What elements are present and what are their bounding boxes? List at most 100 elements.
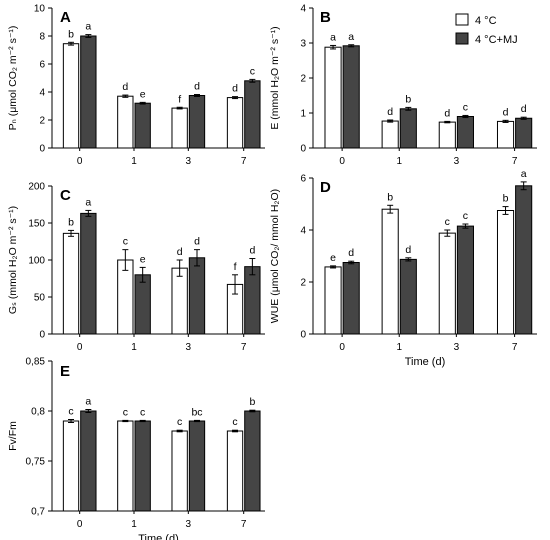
x-tick-label: 3 <box>186 519 192 530</box>
bar-4c-mj-day-7 <box>515 185 533 335</box>
y-tick-label: 50 <box>34 293 46 304</box>
bar-4c-day-0 <box>324 266 342 335</box>
significance-letter: c <box>463 210 468 222</box>
y-tick-label: 0,7 <box>31 507 45 518</box>
panel-letter: C <box>60 187 71 204</box>
significance-letter: d <box>348 247 354 259</box>
significance-letter: a <box>85 21 91 33</box>
y-tick-label: 100 <box>28 256 45 267</box>
x-tick-label: 0 <box>77 342 83 353</box>
significance-letter: c <box>123 236 128 248</box>
bar-4c-day-0 <box>62 420 80 512</box>
x-tick-label: 3 <box>454 156 460 167</box>
bar-4c-mj-day-0 <box>80 212 97 335</box>
y-axis-label: Pₙ (μmol CO₂ m⁻² s⁻¹) <box>7 26 19 131</box>
significance-letter: d <box>177 246 183 258</box>
significance-letter: d <box>249 245 255 257</box>
bar-4c-day-1 <box>117 420 134 512</box>
panel-letter: E <box>60 363 70 380</box>
bar-4c-mj-day-3 <box>188 420 206 512</box>
x-tick-label: 1 <box>131 156 137 167</box>
significance-letter: c <box>123 406 128 418</box>
significance-letter: c <box>463 101 468 113</box>
legend-label-4c-mj: 4 °C+MJ <box>475 34 518 46</box>
x-tick-label: 0 <box>339 156 345 167</box>
significance-letter: e <box>330 252 336 264</box>
legend: 4 °C 4 °C+MJ <box>455 13 518 46</box>
significance-letter: c <box>232 416 237 428</box>
panel-letter: D <box>320 179 331 196</box>
significance-letter: a <box>85 196 91 208</box>
bar-4c-day-0 <box>324 46 342 149</box>
significance-letter: c <box>445 216 450 228</box>
y-tick-label: 4 <box>300 4 306 15</box>
y-tick-label: 0,85 <box>26 357 46 368</box>
bar-4c-day-1 <box>381 120 399 149</box>
y-tick-label: 2 <box>300 74 306 85</box>
y-tick-label: 2 <box>300 278 306 289</box>
significance-letter: c <box>140 406 145 418</box>
bar-4c-mj-day-1 <box>134 420 151 512</box>
y-tick-label: 0,75 <box>26 457 46 468</box>
y-axis-label: Fv/Fm <box>7 421 19 451</box>
bar-4c-mj-day-0 <box>342 45 360 149</box>
significance-letter: b <box>405 93 411 105</box>
x-tick-label: 7 <box>512 156 518 167</box>
y-tick-label: 0,8 <box>31 407 45 418</box>
x-tick-label: 1 <box>396 342 402 353</box>
y-tick-label: 8 <box>39 32 45 43</box>
y-tick-label: 0 <box>300 144 306 155</box>
bar-4c-day-3 <box>171 267 188 335</box>
bar-4c-day-0 <box>62 232 80 335</box>
bar-4c-mj-day-0 <box>342 262 360 335</box>
bar-4c-day-3 <box>171 430 188 512</box>
significance-letter: d <box>444 107 450 119</box>
bar-4c-mj-day-1 <box>134 102 151 149</box>
x-tick-label: 0 <box>339 342 345 353</box>
bar-4c-mj-day-1 <box>399 108 417 149</box>
y-axis-label: WUE (μmol CO₂/ mmol H₂O) <box>269 189 281 323</box>
bar-4c-mj-day-1 <box>399 258 417 335</box>
significance-letter: c <box>250 65 255 77</box>
bar-4c-day-7 <box>496 210 515 335</box>
bar-4c-day-7 <box>226 97 244 149</box>
legend-swatch-4c <box>455 13 469 26</box>
bar-4c-day-3 <box>438 121 456 149</box>
significance-letter: c <box>68 406 73 418</box>
bar-4c-mj-day-7 <box>515 117 533 149</box>
significance-letter: f <box>234 261 237 273</box>
significance-letter: d <box>387 106 393 118</box>
y-tick-label: 6 <box>39 60 45 71</box>
x-tick-label: 0 <box>77 156 83 167</box>
panel-letter: A <box>60 9 71 26</box>
bar-4c-day-1 <box>117 95 134 149</box>
x-axis-label: Time (d) <box>405 356 446 368</box>
bar-4c-day-1 <box>117 259 134 335</box>
significance-letter: bc <box>191 406 202 418</box>
bar-4c-mj-day-3 <box>188 95 206 149</box>
bar-4c-mj-day-0 <box>80 410 97 512</box>
significance-letter: d <box>194 236 200 248</box>
x-tick-label: 1 <box>396 156 402 167</box>
significance-letter: b <box>387 191 393 203</box>
bar-4c-mj-day-3 <box>456 225 474 335</box>
significance-letter: d <box>194 81 200 93</box>
panel-letter: B <box>320 9 331 26</box>
y-tick-label: 4 <box>39 88 45 99</box>
panel-c: 0 50 100 150 200 C Gₛ (mmol H₂O m⁻² s⁻¹) 0 1 3 7 b c… <box>7 182 265 353</box>
y-axis-label: Gₛ (mmol H₂O m⁻² s⁻¹) <box>7 206 19 314</box>
x-tick-label: 3 <box>454 342 460 353</box>
bar-4c-day-1 <box>381 208 399 335</box>
significance-letter: a <box>348 31 354 43</box>
significance-letter: f <box>178 93 181 105</box>
significance-letter: b <box>503 193 509 205</box>
bar-4c-day-3 <box>171 107 188 149</box>
y-tick-label: 0 <box>300 330 306 341</box>
significance-letter: d <box>122 81 128 93</box>
y-tick-label: 200 <box>28 182 45 193</box>
significance-letter: c <box>177 416 182 428</box>
